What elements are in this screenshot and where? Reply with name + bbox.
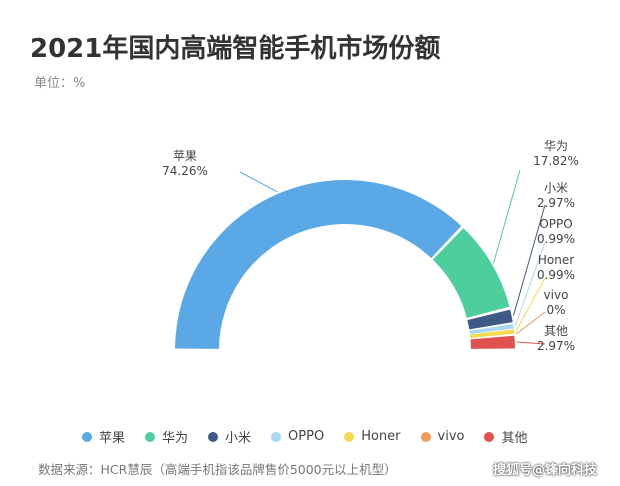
- unit-label: 单位：%: [34, 76, 86, 91]
- legend-dot-icon: [82, 431, 92, 442]
- label-value-apple: 74.26%: [162, 164, 208, 178]
- data-source-note: 数据来源：HCR慧辰（高端手机指该品牌售价5000元以上机型）: [38, 462, 397, 477]
- leader-line-other: [516, 341, 546, 345]
- label-value-vivo: 0%: [546, 303, 565, 317]
- leader-line-xiaomi: [513, 204, 546, 316]
- legend-item-apple: 苹果: [82, 427, 125, 446]
- legend-item-xiaomi: 小米: [208, 427, 251, 446]
- chart-legend: 苹果 华为 小米 OPPO Honer vivo 其他: [82, 427, 547, 446]
- chart-title: 2021年国内高端智能手机市场份额: [30, 34, 441, 64]
- legend-item-honer: Honer: [344, 427, 401, 446]
- leader-line-vivo: [515, 311, 546, 335]
- label-name-honer: Honer: [538, 253, 574, 267]
- legend-item-huawei: 华为: [145, 427, 188, 446]
- slice-xiaomi: [467, 309, 513, 330]
- leader-line-apple: [239, 171, 278, 193]
- label-name-huawei: 华为: [544, 139, 568, 153]
- label-value-other: 2.97%: [537, 339, 575, 353]
- slice-other: [470, 335, 515, 349]
- legend-dot-icon: [344, 431, 355, 442]
- label-value-oppo: 0.99%: [537, 232, 575, 246]
- slice-oppo: [469, 324, 514, 335]
- watermark: 搜狐号@锋向科技: [493, 463, 598, 478]
- legend-dot-icon: [145, 431, 156, 442]
- legend-label: Honer: [361, 429, 401, 444]
- leader-line-honer: [515, 277, 546, 332]
- legend-item-oppo: OPPO: [271, 427, 324, 446]
- legend-label: 华为: [162, 431, 189, 446]
- leader-line-huawei: [493, 169, 521, 264]
- label-name-oppo: OPPO: [539, 217, 572, 231]
- legend-label: 其他: [501, 431, 528, 446]
- legend-dot-icon: [208, 431, 219, 442]
- legend-dot-icon: [484, 431, 495, 442]
- label-value-honer: 0.99%: [537, 268, 575, 282]
- slice-honer: [470, 329, 515, 338]
- label-name-other: 其他: [544, 324, 568, 338]
- legend-dot-icon: [420, 431, 431, 442]
- legend-label: 小米: [225, 431, 252, 446]
- legend-label: OPPO: [288, 429, 325, 444]
- label-name-vivo: vivo: [544, 288, 569, 302]
- legend-label: vivo: [437, 429, 465, 444]
- leader-line-oppo: [514, 241, 546, 327]
- label-name-apple: 苹果: [173, 149, 197, 163]
- legend-item-other: 其他: [484, 427, 527, 446]
- label-value-huawei: 17.82%: [533, 154, 579, 168]
- slice-huawei: [432, 228, 510, 318]
- legend-item-vivo: vivo: [420, 427, 465, 446]
- label-name-xiaomi: 小米: [544, 181, 568, 195]
- label-value-xiaomi: 2.97%: [537, 196, 575, 210]
- legend-label: 苹果: [99, 431, 126, 446]
- slice-apple: [175, 180, 462, 349]
- legend-dot-icon: [271, 431, 282, 442]
